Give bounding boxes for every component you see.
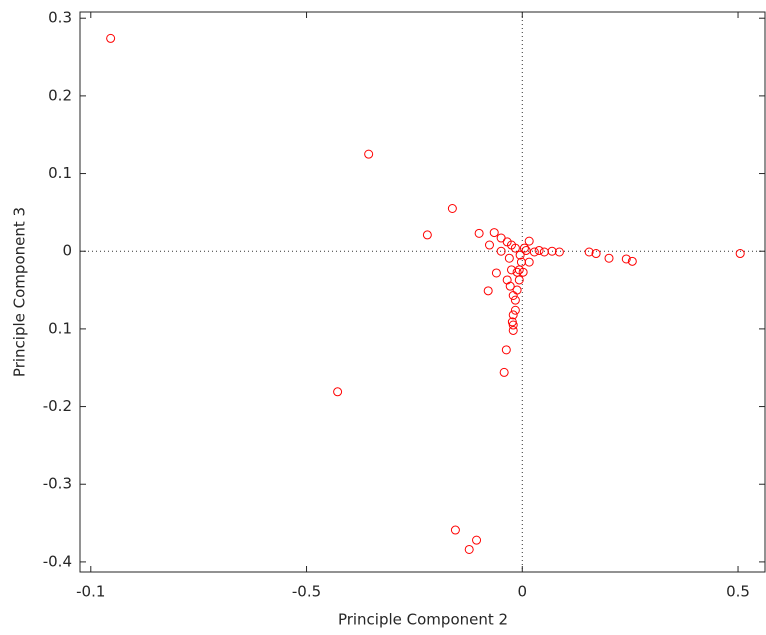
point bbox=[508, 320, 518, 330]
point bbox=[547, 246, 557, 256]
point bbox=[591, 249, 601, 259]
point bbox=[524, 257, 534, 267]
point bbox=[554, 247, 564, 257]
point bbox=[484, 240, 494, 250]
x-tick-label: -0.1 bbox=[76, 583, 105, 601]
point bbox=[539, 247, 549, 257]
y-tick-label: 0.3 bbox=[48, 9, 72, 27]
point bbox=[584, 247, 594, 257]
y-axis-label: Principle Component 3 bbox=[11, 207, 29, 377]
x-tick-label: 0.5 bbox=[726, 583, 750, 601]
axes-box bbox=[79, 11, 766, 573]
point bbox=[521, 245, 531, 255]
point bbox=[483, 286, 493, 296]
point bbox=[496, 233, 506, 243]
point bbox=[508, 310, 518, 320]
point bbox=[489, 228, 499, 238]
point bbox=[514, 265, 524, 275]
point bbox=[472, 535, 482, 545]
x-tick-label: -0.5 bbox=[292, 583, 321, 601]
point bbox=[474, 228, 484, 238]
y-tick-label: -0.2 bbox=[43, 397, 72, 415]
point bbox=[515, 250, 525, 260]
point bbox=[508, 290, 518, 300]
point bbox=[364, 149, 374, 159]
x-tick-label: 0 bbox=[518, 583, 528, 601]
point bbox=[510, 305, 520, 315]
point bbox=[512, 285, 522, 295]
point bbox=[604, 253, 614, 263]
point bbox=[621, 254, 631, 264]
point bbox=[450, 525, 460, 535]
point bbox=[512, 267, 522, 277]
point bbox=[502, 275, 512, 285]
point bbox=[106, 33, 116, 43]
point bbox=[491, 268, 501, 278]
point bbox=[529, 247, 539, 257]
point bbox=[504, 253, 514, 263]
point bbox=[627, 256, 637, 266]
y-tick-label: -0.3 bbox=[43, 475, 72, 493]
point bbox=[333, 387, 343, 397]
point bbox=[510, 295, 520, 305]
point bbox=[514, 275, 524, 285]
y-tick-label: 0.1 bbox=[48, 164, 72, 182]
point bbox=[505, 281, 515, 291]
point bbox=[519, 243, 529, 253]
point bbox=[510, 243, 520, 253]
point bbox=[501, 345, 511, 355]
point bbox=[496, 246, 506, 256]
x-axis-label: Principle Component 2 bbox=[338, 611, 508, 629]
point bbox=[534, 245, 544, 255]
point bbox=[735, 249, 745, 259]
point bbox=[499, 367, 509, 377]
point bbox=[464, 544, 474, 554]
point bbox=[508, 325, 518, 335]
y-tick-label: -0.4 bbox=[43, 552, 72, 570]
y-tick-label: 0.1 bbox=[48, 319, 72, 337]
y-tick-label: 0 bbox=[62, 242, 72, 260]
y-tick-label: 0.2 bbox=[48, 86, 72, 104]
point bbox=[524, 236, 534, 246]
point bbox=[422, 230, 432, 240]
point bbox=[447, 204, 457, 214]
